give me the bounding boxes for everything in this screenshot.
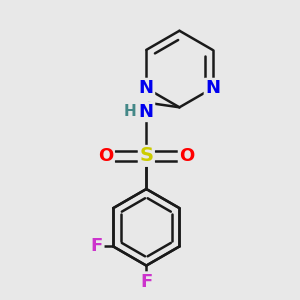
- Text: F: F: [140, 273, 152, 291]
- Text: N: N: [205, 79, 220, 97]
- Text: O: O: [179, 147, 194, 165]
- Text: H: H: [124, 104, 136, 119]
- Text: N: N: [139, 103, 154, 121]
- Text: N: N: [139, 79, 154, 97]
- Text: S: S: [139, 146, 153, 165]
- Text: O: O: [98, 147, 113, 165]
- Text: F: F: [91, 237, 103, 255]
